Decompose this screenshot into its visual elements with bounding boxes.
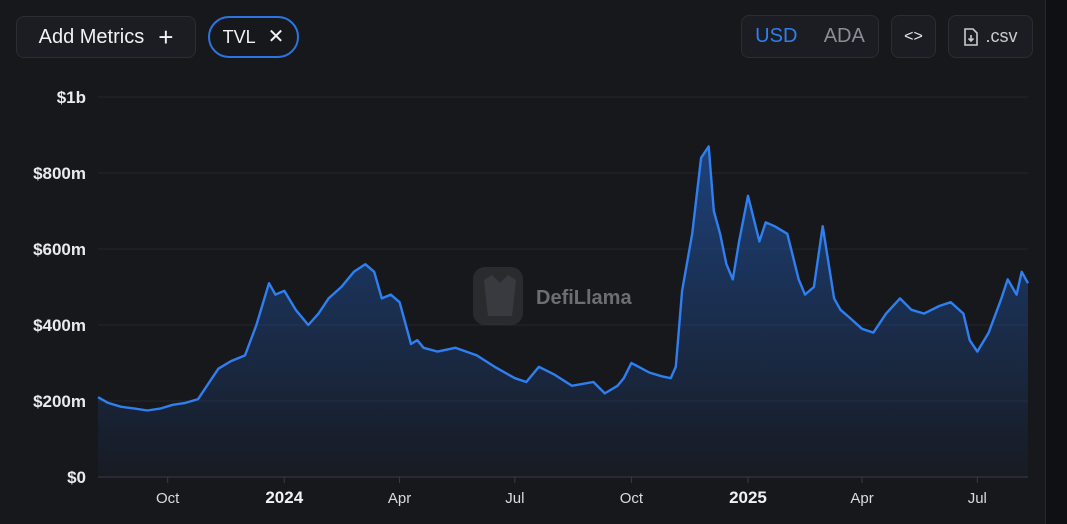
x-tick-label: Apr xyxy=(388,490,411,507)
tvl-line xyxy=(97,145,1030,412)
y-tick-label: $1b xyxy=(57,88,86,107)
x-tick-label: 2024 xyxy=(265,488,303,507)
code-icon: <> xyxy=(904,27,923,45)
csv-label: .csv xyxy=(985,26,1018,46)
add-metrics-button[interactable]: Add Metrics + xyxy=(16,16,196,58)
add-metrics-label: Add Metrics xyxy=(38,25,145,48)
llama-logo-icon xyxy=(473,267,523,325)
y-tick-label: $400m xyxy=(33,316,86,335)
x-tick-label: Jul xyxy=(505,490,524,507)
y-tick-label: $0 xyxy=(67,468,86,487)
y-tick-label: $800m xyxy=(33,164,86,183)
x-tick-label: Oct xyxy=(156,490,180,507)
y-tick-label: $200m xyxy=(33,392,86,411)
file-download-icon xyxy=(963,27,979,46)
metric-pill-label: TVL xyxy=(222,26,256,47)
plus-icon: + xyxy=(158,22,174,52)
tvl-area xyxy=(98,146,1028,477)
download-csv-button[interactable]: .csv xyxy=(948,15,1033,58)
x-tick-label: Jul xyxy=(968,490,987,507)
currency-toggle: USD ADA xyxy=(741,15,879,58)
watermark-text: DefiLlama xyxy=(536,287,632,309)
x-tick-label: Oct xyxy=(620,490,644,507)
currency-option-ada[interactable]: ADA xyxy=(823,25,865,47)
x-tick-label: Apr xyxy=(850,490,873,507)
embed-button[interactable]: <> xyxy=(891,15,936,58)
x-tick-label: 2025 xyxy=(729,488,767,507)
metric-pill-tvl[interactable]: TVL ✕ xyxy=(208,16,299,58)
close-icon[interactable]: ✕ xyxy=(267,26,285,48)
currency-option-usd[interactable]: USD xyxy=(755,25,798,47)
y-tick-label: $600m xyxy=(33,240,86,259)
